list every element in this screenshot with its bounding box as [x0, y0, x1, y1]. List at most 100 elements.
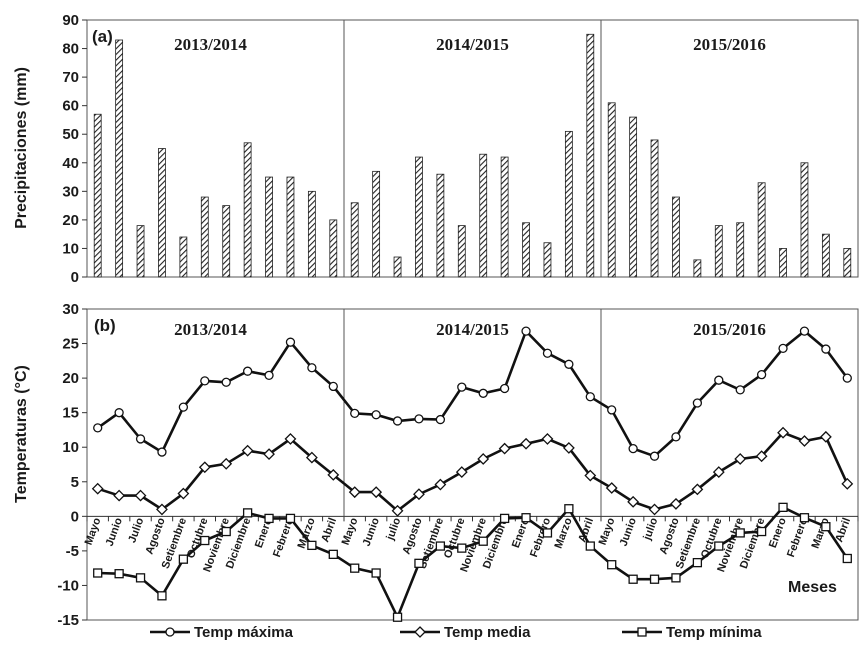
temp-max-point — [307, 363, 317, 373]
temp-media-point — [241, 444, 254, 457]
temp-max-point — [778, 343, 788, 354]
precip-bar — [393, 256, 402, 278]
temp-min-point — [649, 574, 660, 584]
temp-media-point — [305, 451, 318, 464]
temp-min-point — [93, 568, 103, 578]
precip-bar — [350, 202, 359, 278]
temp-min-point — [178, 554, 189, 564]
temp-media-point — [370, 486, 383, 499]
month-label: Junio — [618, 516, 639, 548]
temp-max-point — [242, 366, 253, 376]
temp-media-point — [648, 503, 661, 516]
precip-bar — [93, 113, 102, 278]
precip-bar — [329, 219, 338, 278]
precip-bar — [522, 222, 530, 278]
panel-b-y-axis-title: Temperaturas (°C) — [13, 365, 30, 503]
temp-max-point — [93, 423, 103, 433]
precip-bar — [436, 173, 445, 278]
temp-min-point — [114, 569, 124, 579]
temp-min-point — [435, 541, 446, 551]
temp-max-point — [478, 388, 488, 398]
temp-media-point — [541, 433, 554, 445]
precip-bar — [800, 162, 809, 278]
temp-media-point — [156, 503, 168, 516]
month-label: Mayo — [83, 516, 104, 547]
panel-a-ytick-label: 90 — [62, 12, 79, 29]
temp-max-point — [135, 434, 146, 444]
temp-min-point — [607, 560, 617, 570]
panel-a-ytick-label: 40 — [62, 155, 79, 172]
temp-media-point — [198, 461, 211, 474]
precip-bar — [265, 176, 273, 278]
temp-max-point — [671, 432, 681, 442]
panel-b-frame — [86, 308, 859, 621]
temp-min-point — [350, 563, 360, 573]
panel-a-ytick-label: 70 — [62, 69, 79, 86]
panel-b-period-label: 2013/2014 — [174, 320, 247, 339]
temp-media-point — [605, 482, 618, 494]
temp-media-point — [562, 441, 575, 454]
precip-bar — [543, 242, 552, 278]
temp-min-point — [264, 513, 274, 524]
temp-min-point — [821, 522, 831, 532]
temp-max-point — [435, 414, 446, 425]
precip-bar — [136, 225, 145, 278]
temp-max-point — [499, 383, 510, 394]
month-label: Julio — [126, 516, 146, 544]
temp-max-point — [649, 451, 660, 461]
panel-b-ytick-label: -15 — [57, 612, 79, 629]
panel-b-ytick-label: 0 — [71, 508, 79, 525]
panel-a-ytick-label: 50 — [62, 126, 79, 143]
panel-a-ytick-label: 20 — [62, 212, 79, 229]
temp-media-point — [712, 466, 725, 479]
legend-marker-temp-media — [414, 626, 426, 638]
temp-max-point — [521, 326, 531, 336]
temp-max-point — [842, 373, 852, 383]
temp-min-point — [285, 513, 296, 524]
temp-max-point — [714, 375, 724, 385]
panel-b-label: (b) — [94, 316, 116, 335]
temp-min-point — [564, 504, 574, 514]
temp-min-point — [371, 568, 381, 578]
precip-bar — [307, 190, 316, 278]
temp-media-point — [477, 453, 490, 465]
temp-max-point — [821, 344, 831, 354]
temp-media-point — [691, 483, 704, 496]
panel-b-ytick-label: 5 — [71, 474, 79, 491]
temp-media-point — [520, 437, 532, 450]
month-label: Agosto — [144, 516, 168, 556]
temp-media-point — [841, 477, 854, 490]
temp-min-point — [714, 541, 724, 551]
temp-max-point — [457, 382, 467, 392]
panel-b-ytick-label: 15 — [62, 405, 79, 422]
temp-max-point — [221, 377, 231, 387]
temp-max-point — [200, 376, 210, 386]
temp-min-point — [157, 591, 167, 601]
panel-a-label: (a) — [92, 27, 113, 46]
temp-min-point — [221, 526, 231, 537]
temp-media-point — [755, 450, 768, 463]
precip-bar — [179, 236, 188, 278]
temp-min-point — [842, 553, 852, 564]
temp-media-point — [284, 433, 297, 445]
panel-b-ytick-label: 10 — [62, 439, 79, 456]
temp-max-point — [264, 370, 274, 380]
temp-min-point — [628, 574, 638, 584]
precip-bar — [372, 170, 381, 278]
panel-b-ytick-label: -5 — [66, 543, 79, 560]
temp-media-point — [391, 504, 404, 517]
panel-b-ytick-label: 20 — [62, 370, 79, 387]
temp-media-point — [327, 468, 340, 481]
precip-bar — [650, 139, 659, 278]
precip-bar — [629, 116, 638, 278]
panel-b-ytick-label: 25 — [62, 336, 79, 353]
legend-marker-temp-min — [637, 627, 647, 637]
panel-a-period-label: 2014/2015 — [436, 35, 509, 54]
temp-max-point — [564, 359, 574, 369]
temp-min-point — [499, 513, 510, 524]
temp-max-point — [756, 370, 767, 380]
temp-max-point — [799, 326, 810, 336]
temp-max-point — [392, 416, 403, 426]
